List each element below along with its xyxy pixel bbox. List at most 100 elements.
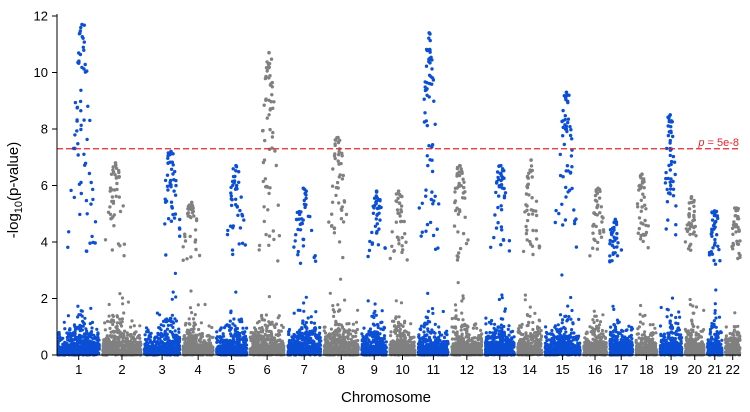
data-point — [125, 331, 129, 335]
data-point — [161, 348, 165, 352]
data-point — [239, 195, 243, 199]
data-point — [336, 303, 340, 307]
data-point — [264, 66, 269, 70]
data-point — [327, 333, 331, 337]
data-point — [243, 351, 248, 355]
data-point — [164, 332, 169, 336]
data-point — [150, 348, 154, 352]
data-point — [162, 324, 166, 328]
data-point — [66, 314, 70, 318]
data-point — [171, 342, 175, 346]
data-point — [172, 178, 176, 182]
data-point — [353, 349, 357, 353]
data-point — [83, 334, 87, 338]
data-point — [274, 163, 278, 168]
data-point — [312, 321, 317, 325]
data-point — [118, 292, 122, 296]
data-point — [85, 69, 89, 73]
data-point — [77, 182, 82, 186]
data-point — [211, 335, 215, 339]
data-point — [276, 316, 280, 320]
data-point — [302, 202, 307, 206]
data-point — [114, 166, 119, 170]
data-point — [355, 342, 359, 347]
data-point — [348, 343, 352, 347]
data-point — [305, 343, 309, 347]
data-point — [172, 321, 176, 325]
data-point — [276, 259, 280, 263]
data-point — [231, 252, 235, 257]
data-point — [329, 224, 334, 228]
data-point — [79, 123, 83, 128]
data-point — [117, 195, 122, 199]
data-point — [306, 316, 310, 320]
data-point — [79, 127, 83, 132]
data-point — [115, 315, 120, 319]
data-point — [330, 212, 334, 216]
data-point — [378, 199, 382, 203]
data-point — [236, 338, 240, 342]
data-point — [372, 323, 376, 327]
data-point — [150, 351, 154, 355]
data-point — [301, 237, 305, 241]
data-point — [304, 295, 308, 299]
data-point — [174, 295, 178, 299]
data-point — [341, 220, 346, 224]
data-point — [128, 339, 132, 344]
data-point — [208, 346, 212, 351]
data-point — [299, 217, 304, 221]
data-point — [206, 342, 211, 346]
data-point — [169, 323, 173, 327]
data-point — [66, 352, 70, 356]
data-point — [75, 335, 79, 340]
data-point — [188, 339, 192, 343]
data-point — [235, 183, 239, 188]
data-point — [181, 348, 186, 352]
data-point — [193, 313, 197, 317]
data-point — [375, 222, 379, 226]
data-point — [301, 244, 306, 248]
data-point — [129, 334, 133, 338]
data-point — [114, 194, 118, 198]
data-point — [235, 205, 239, 209]
data-point — [103, 349, 108, 353]
peak-point — [234, 163, 238, 168]
data-point — [166, 161, 170, 165]
peak-point — [113, 161, 118, 165]
data-point — [111, 334, 115, 338]
data-point — [119, 324, 124, 328]
data-point — [296, 249, 300, 254]
data-point — [166, 337, 170, 341]
data-point — [242, 218, 246, 222]
data-point — [78, 350, 82, 354]
data-point — [228, 328, 232, 332]
data-point — [276, 203, 280, 207]
data-point — [189, 328, 193, 332]
data-point — [73, 133, 77, 137]
data-point — [130, 348, 134, 352]
data-point — [326, 340, 330, 344]
data-point — [85, 338, 89, 342]
data-point — [373, 351, 377, 355]
data-point — [309, 351, 313, 355]
data-point — [88, 118, 92, 123]
peak-point — [169, 149, 173, 154]
data-point — [68, 332, 72, 336]
data-point — [154, 346, 158, 350]
chromosome-1-points — [56, 22, 101, 357]
data-point — [184, 340, 188, 344]
data-point — [369, 331, 373, 335]
data-point — [241, 326, 245, 330]
data-point — [295, 210, 299, 215]
data-point — [233, 324, 237, 328]
data-point — [153, 340, 157, 344]
data-point — [233, 327, 237, 332]
data-point — [264, 185, 268, 189]
data-point — [88, 322, 92, 326]
data-point — [125, 337, 129, 341]
data-point — [66, 344, 71, 348]
data-point — [273, 149, 277, 153]
data-point — [86, 332, 90, 336]
data-point — [351, 322, 355, 326]
chromosome-9-points — [360, 189, 388, 357]
